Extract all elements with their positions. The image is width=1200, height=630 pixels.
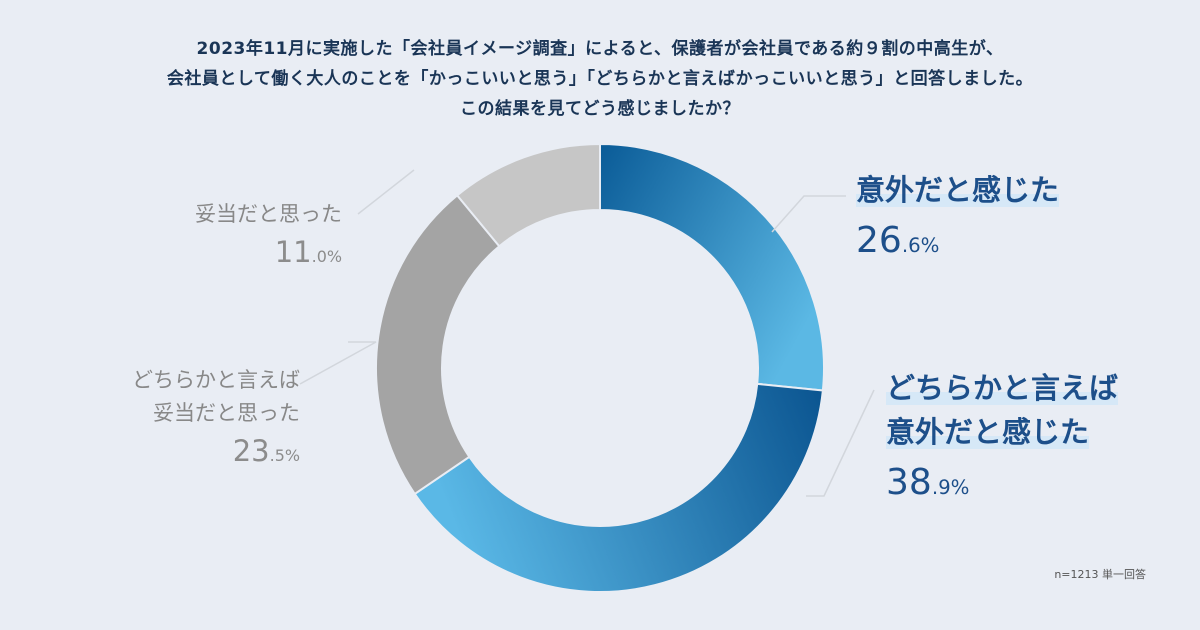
slice-igai bbox=[599, 142, 825, 392]
slice-dochira-igai bbox=[413, 382, 824, 593]
leader-dochira-igai bbox=[806, 389, 875, 497]
title-line-2: 会社員として働く大人のことを「かっこいいと思う」「どちらかと言えばかっこいいと思… bbox=[166, 69, 1034, 89]
slice-dochira-datou bbox=[375, 193, 501, 496]
slice-datou bbox=[455, 142, 601, 248]
chart-title: 2023年11月に実施した「会社員イメージ調査」によると、保護者が会社員である約… bbox=[0, 34, 1200, 124]
leader-igai bbox=[771, 195, 846, 233]
label-dochira-igai: どちらかと言えば 意外だと感じた 38.9% bbox=[886, 366, 1119, 503]
label-igai-value: 26.6% bbox=[856, 220, 940, 261]
label-igai-name: 意外だと感じた bbox=[856, 173, 1060, 207]
label-igai: 意外だと感じた 26.6% bbox=[856, 168, 1060, 261]
label-datou: 妥当だと思った 11.0% bbox=[195, 198, 342, 269]
leader-dochira-datou bbox=[299, 341, 377, 385]
label-datou-value: 11.0% bbox=[274, 235, 342, 269]
label-dochira-datou-line2: 妥当だと思った bbox=[153, 401, 300, 425]
label-dochira-igai-value: 38.9% bbox=[886, 462, 970, 503]
label-dochira-datou: どちらかと言えば 妥当だと思った 23.5% bbox=[132, 364, 300, 468]
label-dochira-igai-line2: 意外だと感じた bbox=[886, 415, 1090, 449]
title-line-3: この結果を見てどう感じましたか？ bbox=[460, 99, 740, 119]
title-line-1: 2023年11月に実施した「会社員イメージ調査」によると、保護者が会社員である約… bbox=[196, 39, 1004, 59]
label-dochira-datou-value: 23.5% bbox=[232, 434, 300, 468]
leader-datou bbox=[357, 169, 415, 215]
label-dochira-igai-line1: どちらかと言えば bbox=[886, 371, 1119, 405]
sample-note: n=1213 単一回答 bbox=[1054, 568, 1146, 581]
label-datou-name: 妥当だと思った bbox=[195, 202, 342, 226]
label-dochira-datou-line1: どちらかと言えば bbox=[132, 368, 300, 392]
